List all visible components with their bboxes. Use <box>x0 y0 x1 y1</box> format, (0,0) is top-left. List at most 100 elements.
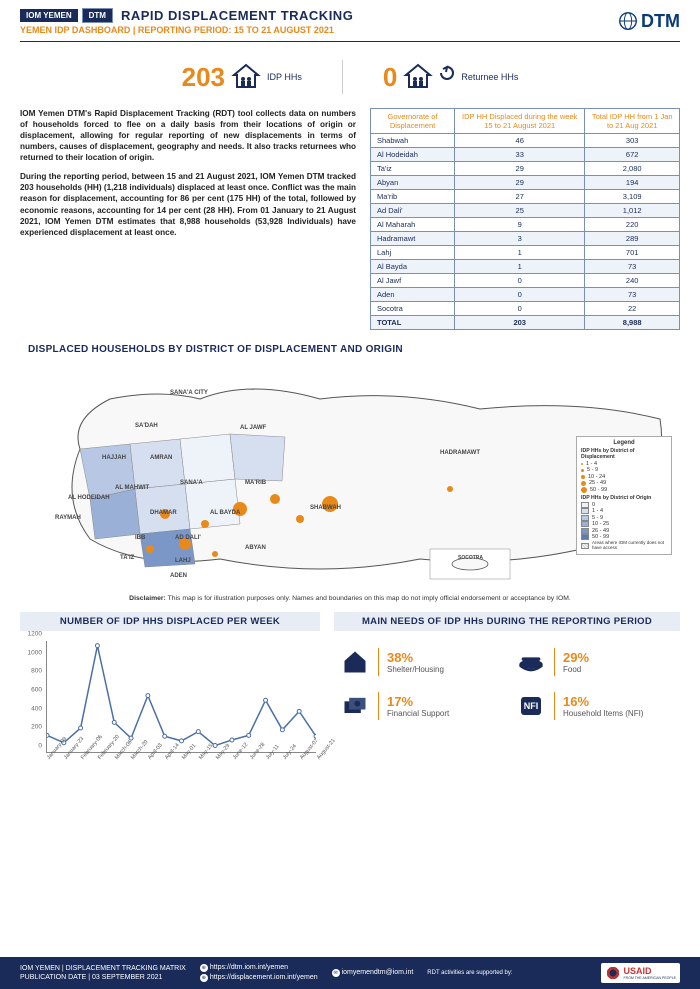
footer-left: IOM YEMEN | DISPLACEMENT TRACKING MATRIX… <box>20 965 186 981</box>
svg-text:HADRAMAWT: HADRAMAWT <box>440 450 480 456</box>
header-row: IOM YEMEN DTM RAPID DISPLACEMENT TRACKIN… <box>0 0 700 25</box>
governorate-table: Governorate of Displacement IDP HH Displ… <box>370 108 680 330</box>
food-icon <box>516 647 546 677</box>
header-divider <box>20 41 680 42</box>
kpi-row: 203 IDP HHs 0 Returnee HHs <box>0 46 700 104</box>
kpi-idp-value: 203 <box>182 62 225 93</box>
svg-text:DHAMAR: DHAMAR <box>150 510 177 516</box>
svg-text:SOCOTRA: SOCOTRA <box>458 555 483 561</box>
svg-text:SHABWAH: SHABWAH <box>310 505 341 511</box>
table-row: Ta'iz292,080 <box>371 162 680 176</box>
legend-sq-row: 1 - 4 <box>581 508 667 514</box>
mail-icon: ✉ <box>332 969 340 977</box>
need-item: NFI 16%Household Items (NFI) <box>516 691 674 721</box>
table-row: Socotra022 <box>371 302 680 316</box>
svg-text:RAYMAH: RAYMAH <box>55 515 81 521</box>
map-legend: Legend IDP HHs by District of Displaceme… <box>576 436 672 555</box>
svg-text:ABYAN: ABYAN <box>245 545 266 551</box>
bottom-section: NUMBER OF IDP HHS DISPLACED PER WEEK 020… <box>0 606 700 777</box>
globe-icon: ⊕ <box>200 964 208 972</box>
kpi-idp: 203 IDP HHs <box>182 62 302 93</box>
needs-grid: 38%Shelter/Housing 29%Food 17%Financial … <box>334 637 680 731</box>
svg-text:TA'IZ: TA'IZ <box>120 555 135 561</box>
legend-dot-row: 10 - 24 <box>581 474 667 480</box>
globe-icon: ⊕ <box>200 974 208 982</box>
subtitle: YEMEN IDP DASHBOARD | REPORTING PERIOD: … <box>0 25 700 37</box>
svg-text:SANA'A: SANA'A <box>180 480 203 486</box>
legend-sq-row: 26 - 49 <box>581 528 667 534</box>
table-total-row: TOTAL2038,988 <box>371 316 680 330</box>
globe-icon <box>617 10 639 32</box>
legend-note: Areas where IOM currently does not have … <box>581 541 667 551</box>
svg-text:MA'RIB: MA'RIB <box>245 480 267 486</box>
table-row: Ma'rib273,109 <box>371 190 680 204</box>
needs-column: MAIN NEEDS OF IDP HHs DURING THE REPORTI… <box>334 612 680 777</box>
intro-p2: During the reporting period, between 15 … <box>20 171 356 237</box>
legend-sq-row: 10 - 25 <box>581 521 667 527</box>
svg-text:AD DALI': AD DALI' <box>175 535 201 541</box>
footer-support: RDT activities are supported by: <box>427 970 512 976</box>
x-axis-labels: January-09January-23February-06February-… <box>46 753 316 779</box>
table-row: Al Jawf0240 <box>371 274 680 288</box>
legend-title: Legend <box>581 440 667 446</box>
legend-orig-title: IDP HHs by District of Origin <box>581 495 667 501</box>
legend-sq-row: 0 <box>581 502 667 508</box>
map-title: DISPLACED HOUSEHOLDS BY DISTRICT OF DISP… <box>0 330 700 359</box>
usaid-seal-icon <box>605 965 621 981</box>
footer-links: ⊕https://dtm.iom.int/yemen ⊕https://disp… <box>200 964 318 982</box>
kpi-returnee: 0 Returnee HHs <box>383 62 519 93</box>
kpi-idp-label: IDP HHs <box>267 72 302 82</box>
dtm-tag: DTM <box>82 8 113 23</box>
kpi-separator <box>342 60 343 94</box>
svg-text:LAHJ: LAHJ <box>175 558 191 564</box>
table-row: Shabwah46303 <box>371 134 680 148</box>
need-item: 17%Financial Support <box>340 691 498 721</box>
svg-text:ADEN: ADEN <box>170 573 187 579</box>
socotra-inset: SOCOTRA <box>430 549 510 579</box>
nfi-icon: NFI <box>516 691 546 721</box>
th-gov: Governorate of Displacement <box>371 109 455 134</box>
legend-dot-row: 5 - 9 <box>581 467 667 473</box>
footer-org: IOM YEMEN | DISPLACEMENT TRACKING MATRIX <box>20 965 186 972</box>
needs-title: MAIN NEEDS OF IDP HHs DURING THE REPORTI… <box>334 612 680 631</box>
table-row: Lahj1701 <box>371 246 680 260</box>
table-row: Hadramawt3289 <box>371 232 680 246</box>
footer-date: PUBLICATION DATE | 03 SEPTEMBER 2021 <box>20 974 186 981</box>
table-row: Al Hodeidah33672 <box>371 148 680 162</box>
footer-contact: ✉iomyemendtm@iom.int <box>332 969 414 977</box>
chart-column: NUMBER OF IDP HHS DISPLACED PER WEEK 020… <box>20 612 320 777</box>
svg-text:HAJJAH: HAJJAH <box>102 455 126 461</box>
return-arrow-icon <box>439 63 455 91</box>
svg-text:AL JAWF: AL JAWF <box>240 425 267 431</box>
th-total: Total IDP HH from 1 Jan to 21 Aug 2021 <box>585 109 680 134</box>
y-axis: 020040060080010001200 <box>20 641 44 753</box>
svg-text:AL HODEIDAH: AL HODEIDAH <box>68 495 110 501</box>
chart-plot <box>46 641 316 753</box>
table-row: Aden073 <box>371 288 680 302</box>
kpi-ret-label: Returnee HHs <box>461 72 518 82</box>
chart-title: NUMBER OF IDP HHS DISPLACED PER WEEK <box>20 612 320 631</box>
footer: IOM YEMEN | DISPLACEMENT TRACKING MATRIX… <box>0 957 700 989</box>
usaid-logo: USAID FROM THE AMERICAN PEOPLE <box>601 963 680 983</box>
svg-text:AL MAHWIT: AL MAHWIT <box>115 485 150 491</box>
th-week: IDP HH Displaced during the week 15 to 2… <box>455 109 585 134</box>
svg-text:SANA'A CITY: SANA'A CITY <box>170 390 208 396</box>
house-icon <box>340 647 370 677</box>
weekly-chart: 020040060080010001200 January-09January-… <box>20 637 320 777</box>
svg-text:IBB: IBB <box>135 535 146 541</box>
chart-svg <box>47 641 316 752</box>
need-item: 29%Food <box>516 647 674 677</box>
money-icon <box>340 691 370 721</box>
mid-section: IOM Yemen DTM's Rapid Displacement Track… <box>0 104 700 330</box>
table-row: Ad Dali'251,012 <box>371 204 680 218</box>
dtm-logo-text: DTM <box>641 11 680 32</box>
house-people-icon <box>231 63 261 91</box>
legend-dot-row: 50 - 99 <box>581 487 667 493</box>
legend-disp-title: IDP HHs by District of Displacement <box>581 448 667 460</box>
table-row: Al Maharah9220 <box>371 218 680 232</box>
table-row: Al Bayda173 <box>371 260 680 274</box>
map-disclaimer: Disclaimer: This map is for illustration… <box>0 591 700 606</box>
svg-text:AL BAYDA: AL BAYDA <box>210 510 241 516</box>
legend-sq-row: 5 - 9 <box>581 515 667 521</box>
table-row: Abyan29194 <box>371 176 680 190</box>
